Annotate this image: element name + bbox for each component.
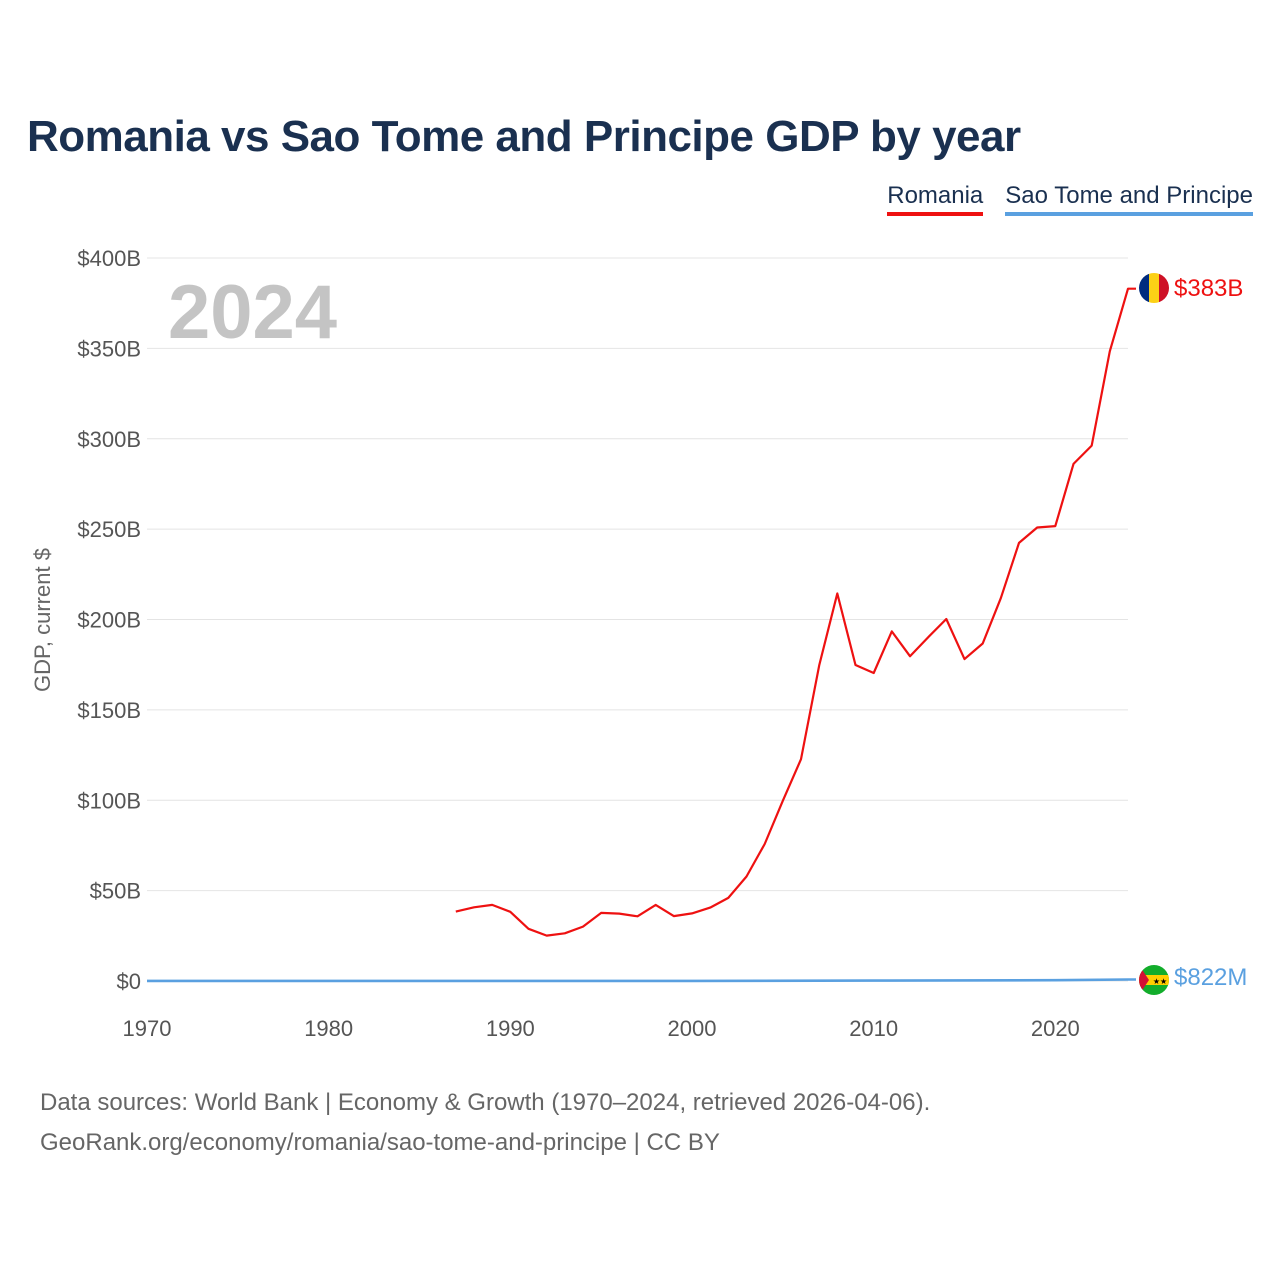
y-tick-label: $400B [77,246,141,271]
x-tick-labels: 1970 1980 1990 2000 2010 2020 [123,1016,1080,1041]
y-tick-label: $150B [77,698,141,723]
sao-tome-end-label: $822M [1174,964,1247,991]
legend-item-sao-tome[interactable]: Sao Tome and Principe [1005,182,1253,216]
y-tick-label: $0 [117,969,141,994]
chart-title: Romania vs Sao Tome and Principe GDP by … [27,112,1021,161]
y-axis-label: GDP, current $ [30,548,55,692]
legend-item-romania[interactable]: Romania [887,182,984,216]
y-tick-label: $350B [77,336,141,361]
y-tick-label: $50B [90,879,141,904]
sao-tome-series-line [147,978,1136,983]
y-tick-label: $300B [77,427,141,452]
x-tick-label: 1990 [486,1016,535,1041]
romania-series-line [455,287,1136,937]
x-tick-label: 2000 [668,1016,717,1041]
x-tick-label: 2010 [849,1016,898,1041]
sao-tome-flag-icon: ★★ [1139,965,1169,995]
source-line-1: Data sources: World Bank | Economy & Gro… [40,1089,931,1116]
legend: Romania Sao Tome and Principe [887,182,1253,216]
y-tick-label: $250B [77,517,141,542]
x-tick-label: 1970 [123,1016,172,1041]
svg-text:★★: ★★ [1153,977,1167,986]
x-tick-label: 2020 [1031,1016,1080,1041]
x-tick-label: 1980 [304,1016,353,1041]
series-lines [147,287,1136,983]
gridlines [147,257,1128,982]
romania-flag-icon [1139,273,1169,303]
y-tick-label: $200B [77,608,141,633]
source-note: Data sources: World Bank | Economy & Gro… [40,1083,930,1163]
y-tick-label: $100B [77,788,141,813]
y-tick-labels: $0 $50B $100B $150B $200B $250B $300B $350B $400… [77,246,141,994]
romania-end-label: $383B [1174,275,1243,302]
source-line-2[interactable]: GeoRank.org/economy/romania/sao-tome-and… [40,1129,720,1156]
year-label: 2024 [168,270,337,355]
